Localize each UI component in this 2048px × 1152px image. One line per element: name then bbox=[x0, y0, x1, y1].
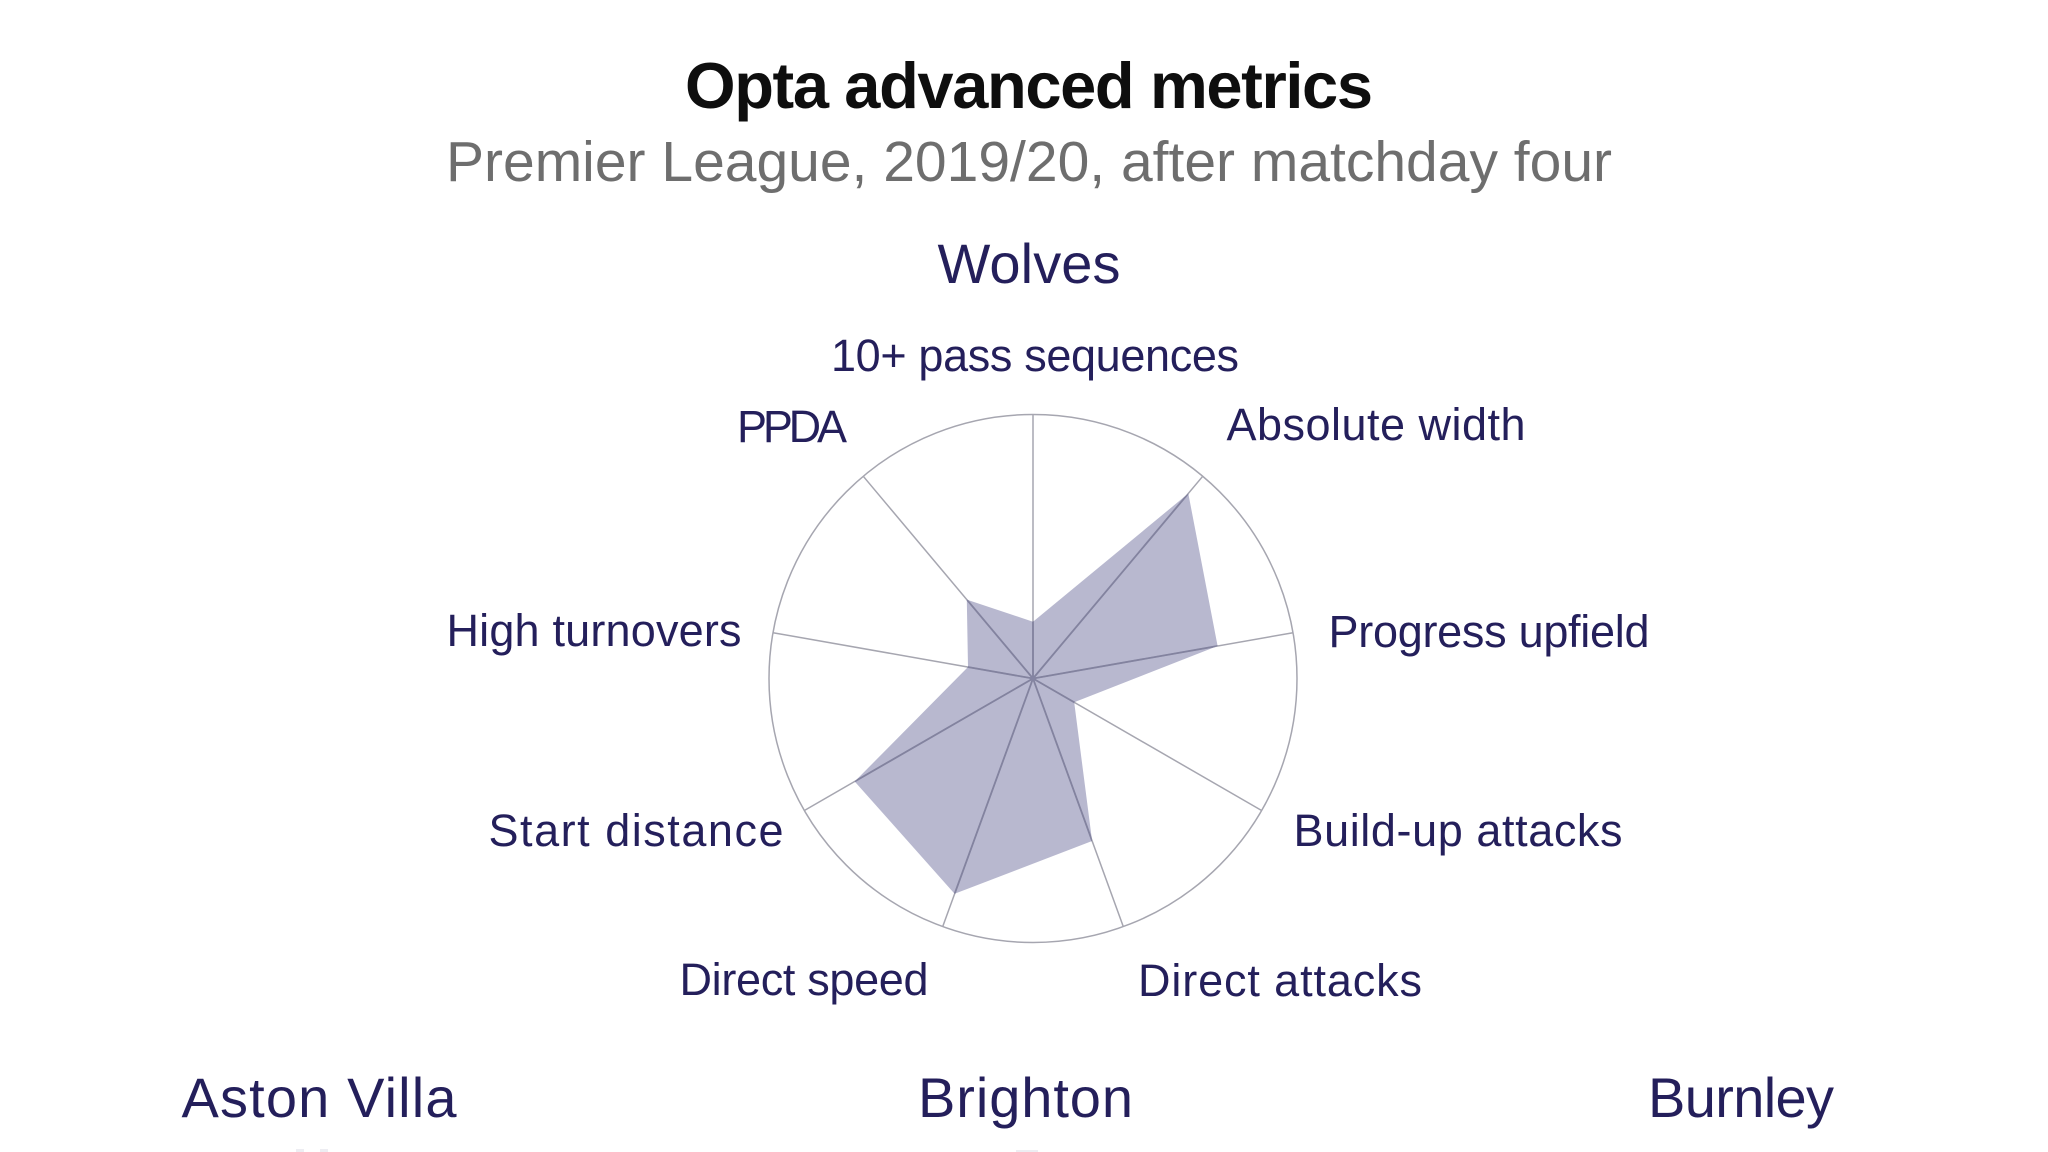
svg-text:Burnley: Burnley bbox=[1648, 1066, 1834, 1129]
svg-text:Direct attacks: Direct attacks bbox=[1138, 955, 1422, 1006]
svg-text:Absolute width: Absolute width bbox=[1227, 399, 1526, 450]
svg-text:Progress upfield: Progress upfield bbox=[1329, 606, 1650, 657]
svg-text:Build-up attacks: Build-up attacks bbox=[1294, 805, 1623, 856]
svg-text:PPDA: PPDA bbox=[737, 401, 847, 452]
svg-text:Start distance: Start distance bbox=[489, 805, 784, 856]
svg-text:Wolves: Wolves bbox=[938, 232, 1121, 295]
svg-text:Opta advanced metrics: Opta advanced metrics bbox=[685, 49, 1373, 122]
svg-text:Direct speed: Direct speed bbox=[680, 954, 929, 1005]
svg-text:Brighton: Brighton bbox=[918, 1066, 1133, 1129]
svg-text:Aston Villa: Aston Villa bbox=[182, 1066, 458, 1129]
svg-text:Premier League, 2019/20, after: Premier League, 2019/20, after matchday … bbox=[446, 130, 1612, 194]
svg-text:10+ pass sequences: 10+ pass sequences bbox=[831, 330, 1239, 381]
svg-text:High turnovers: High turnovers bbox=[447, 605, 742, 656]
